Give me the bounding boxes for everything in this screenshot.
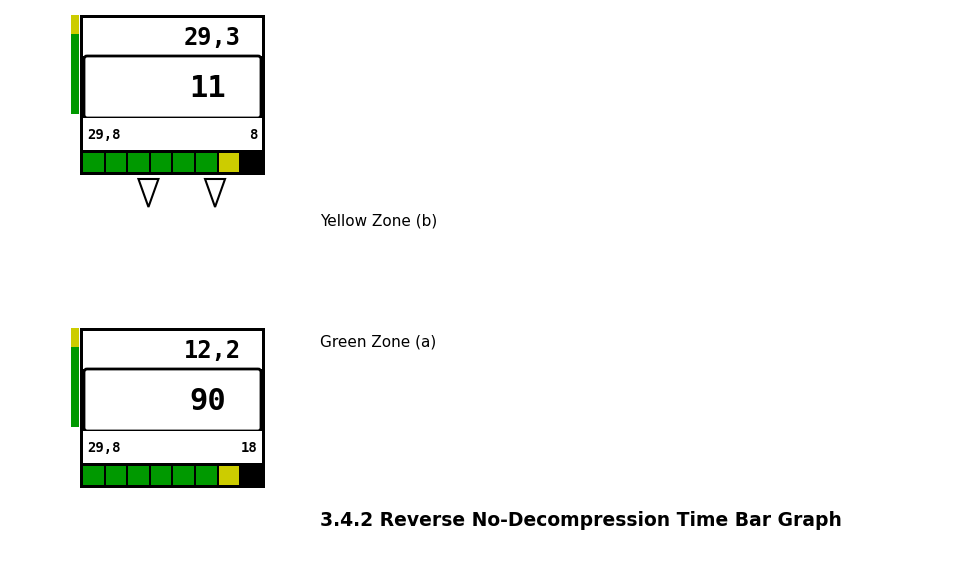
Text: 12,2: 12,2	[183, 339, 240, 363]
Bar	[241, 466, 262, 485]
Text: 29,8: 29,8	[87, 127, 120, 142]
Bar	[151, 153, 172, 172]
Bar	[71, 15, 79, 34]
Bar	[83, 331, 262, 369]
Bar	[80, 15, 265, 175]
Bar	[151, 466, 172, 485]
Bar	[173, 153, 193, 172]
Bar	[128, 466, 149, 485]
Bar	[71, 347, 79, 427]
Bar	[80, 328, 265, 488]
Text: 29,8: 29,8	[87, 441, 120, 455]
Bar	[71, 34, 79, 114]
Bar	[83, 118, 262, 150]
Bar	[218, 153, 239, 172]
Text: 18: 18	[241, 441, 257, 455]
FancyBboxPatch shape	[84, 369, 261, 431]
Bar	[128, 153, 149, 172]
Bar	[106, 466, 126, 485]
Text: 8: 8	[250, 127, 257, 142]
FancyBboxPatch shape	[84, 56, 261, 118]
Text: 3.4.2 Reverse No-Decompression Time Bar Graph: 3.4.2 Reverse No-Decompression Time Bar …	[319, 511, 841, 530]
Bar	[71, 328, 79, 347]
Text: Yellow Zone (b): Yellow Zone (b)	[319, 214, 436, 228]
Bar	[83, 466, 104, 485]
Bar	[173, 466, 193, 485]
Text: 90: 90	[190, 387, 226, 416]
Bar	[196, 466, 216, 485]
Bar	[83, 18, 262, 56]
Bar	[218, 466, 239, 485]
Text: 11: 11	[190, 73, 226, 103]
Text: Green Zone (a): Green Zone (a)	[319, 334, 436, 349]
Bar	[83, 153, 104, 172]
Bar	[83, 431, 262, 463]
Bar	[241, 153, 262, 172]
Bar	[196, 153, 216, 172]
Text: 29,3: 29,3	[183, 26, 240, 50]
Bar	[106, 153, 126, 172]
